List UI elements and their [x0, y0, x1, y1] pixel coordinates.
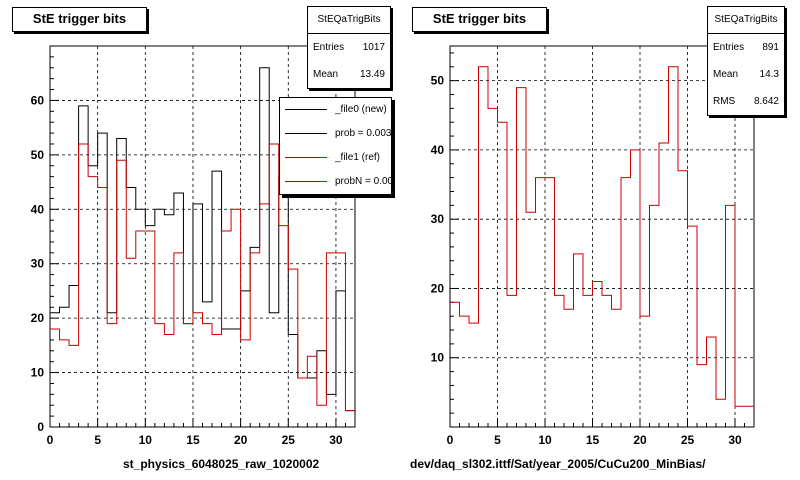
left-stats-entries-value: 1017: [362, 42, 385, 53]
right-x-tick-label: 20: [633, 433, 647, 447]
left-x-tick-label: 5: [94, 433, 101, 447]
left-x-tick-label: 20: [234, 433, 248, 447]
right-x-tick-label: 25: [681, 433, 695, 447]
legend-line-file0: [285, 109, 327, 110]
right-x-tick-label: 10: [538, 433, 552, 447]
right-y-tick-label: 10: [431, 351, 445, 365]
left-stats-mean-value: 13.49: [359, 69, 385, 80]
right-stats-mean-value: 14.3: [759, 69, 779, 80]
left-x-tick-label: 0: [47, 433, 54, 447]
right-y-tick-label: 30: [431, 212, 445, 226]
legend-item-probn: probN = 0.00014: [280, 170, 391, 194]
left-x-tick-label: 30: [329, 433, 343, 447]
legend-text-file1: _file1 (ref): [335, 152, 381, 163]
right-stats-entries-label: Entries: [713, 42, 745, 53]
left-y-tick-label: 0: [37, 420, 44, 434]
legend-line-prob: [285, 133, 327, 134]
left-chart-title: StE trigger bits: [12, 7, 147, 32]
left-series-1-histogram: [50, 143, 355, 412]
left-y-tick-label: 60: [31, 93, 45, 107]
left-stats-mean-label: Mean: [313, 69, 339, 80]
right-x-tick-label: 5: [494, 433, 501, 447]
right-x-axis-label: dev/daq_sl302.ittf/Sat/year_2005/CuCu200…: [410, 457, 706, 471]
right-y-tick-label: 50: [431, 74, 445, 88]
right-stats-mean-label: Mean: [713, 69, 739, 80]
left-x-tick-label: 25: [282, 433, 296, 447]
right-x-tick-label: 0: [447, 433, 454, 447]
right-stats-box: StEQaTrigBits Entries 891 Mean 14.3 RMS …: [707, 6, 785, 116]
left-x-tick-label: 10: [139, 433, 153, 447]
legend-text-file0: _file0 (new): [335, 104, 387, 115]
right-series-0-histogram: [450, 66, 754, 407]
left-stats-box: StEQaTrigBits Entries 1017 Mean 13.49: [307, 6, 391, 89]
right-chart-title-text: StE trigger bits: [432, 11, 527, 26]
right-y-tick-label: 40: [431, 143, 445, 157]
legend-item-prob: prob = 0.003016: [280, 122, 391, 146]
left-y-tick-label: 20: [31, 311, 45, 325]
right-chart: 0 5 10 15 20 25 30 10 20 30 40 50: [431, 45, 755, 447]
legend-line-probn: [285, 181, 327, 182]
left-legend: _file0 (new) prob = 0.003016 _file1 (ref…: [279, 97, 392, 195]
legend-item-file0: _file0 (new): [280, 98, 391, 122]
left-y-tick-label: 50: [31, 148, 45, 162]
right-x-tick-label: 30: [728, 433, 742, 447]
legend-item-file1: _file1 (ref): [280, 146, 391, 170]
left-y-tick-label: 40: [31, 202, 45, 216]
right-stats-entries-value: 891: [762, 42, 779, 53]
left-x-tick-label: 15: [186, 433, 200, 447]
right-stats-rms-label: RMS: [713, 96, 736, 107]
left-stats-name: StEQaTrigBits: [308, 7, 390, 34]
right-chart-title: StE trigger bits: [412, 7, 547, 32]
left-y-tick-label: 10: [31, 366, 45, 380]
right-stats-name: StEQaTrigBits: [708, 7, 784, 34]
legend-text-prob: prob = 0.003016: [335, 128, 392, 139]
left-x-axis-label: st_physics_6048025_raw_1020002: [123, 457, 320, 471]
left-stats-entries-label: Entries: [313, 42, 345, 53]
left-y-tick-label: 30: [31, 257, 45, 271]
legend-text-probn: probN = 0.00014: [335, 176, 391, 187]
right-stats-rms-value: 8.642: [753, 96, 779, 107]
right-y-tick-label: 20: [431, 281, 445, 295]
right-plot-frame: [449, 45, 755, 428]
left-chart-title-text: StE trigger bits: [32, 11, 127, 26]
right-x-tick-label: 15: [586, 433, 600, 447]
legend-line-file1: [285, 157, 327, 158]
